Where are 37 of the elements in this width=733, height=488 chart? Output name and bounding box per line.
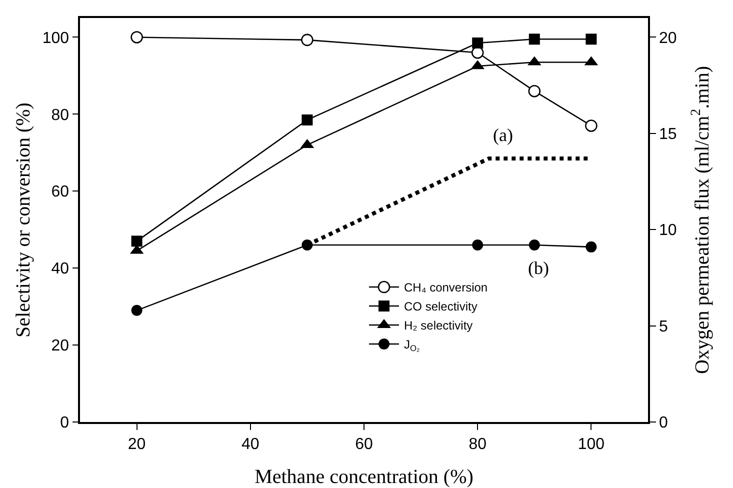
legend-label: CH₄ conversion xyxy=(404,280,488,295)
point xyxy=(528,84,541,98)
y-tick-label: 60 xyxy=(51,184,70,201)
y-tick-label: 20 xyxy=(51,338,70,355)
y-tick-label: 40 xyxy=(51,260,70,278)
point xyxy=(301,34,314,46)
y2-tick-label: 5 xyxy=(658,318,668,336)
y2-tick-label: 0 xyxy=(658,414,668,432)
point xyxy=(528,240,540,251)
point xyxy=(131,236,142,247)
point xyxy=(586,34,597,45)
point xyxy=(130,31,143,44)
point xyxy=(585,120,598,132)
y-tick-label: 100 xyxy=(42,30,70,47)
y-axis-title: Selectivity or conversion (%) xyxy=(12,102,34,338)
legend-label: J$_{O₂}$ xyxy=(404,338,420,354)
y-tick-label: 0 xyxy=(60,414,70,432)
x-tick-label: 20 xyxy=(128,436,146,453)
y2-tick-label: 15 xyxy=(658,126,677,144)
annotation: (a) xyxy=(493,125,513,145)
point xyxy=(586,241,597,252)
point xyxy=(472,38,484,49)
x-tick-label: 80 xyxy=(468,436,487,453)
x-tick-label: 40 xyxy=(242,436,260,453)
x-tick-label: 60 xyxy=(355,436,373,453)
legend-label: H₂ selectivity xyxy=(404,318,473,333)
annotation: (b) xyxy=(528,258,549,278)
point xyxy=(131,304,142,316)
point xyxy=(528,34,540,45)
point xyxy=(302,114,313,126)
point xyxy=(472,240,484,251)
legend-label: CO selectivity xyxy=(404,300,478,314)
x-tick-label: 100 xyxy=(578,436,605,453)
y-tick-label: 80 xyxy=(51,106,70,124)
x-axis-title: Methane concentration (%) xyxy=(254,466,474,488)
y2-tick-label: 20 xyxy=(658,30,677,47)
y2-tick-label: 10 xyxy=(658,222,677,240)
